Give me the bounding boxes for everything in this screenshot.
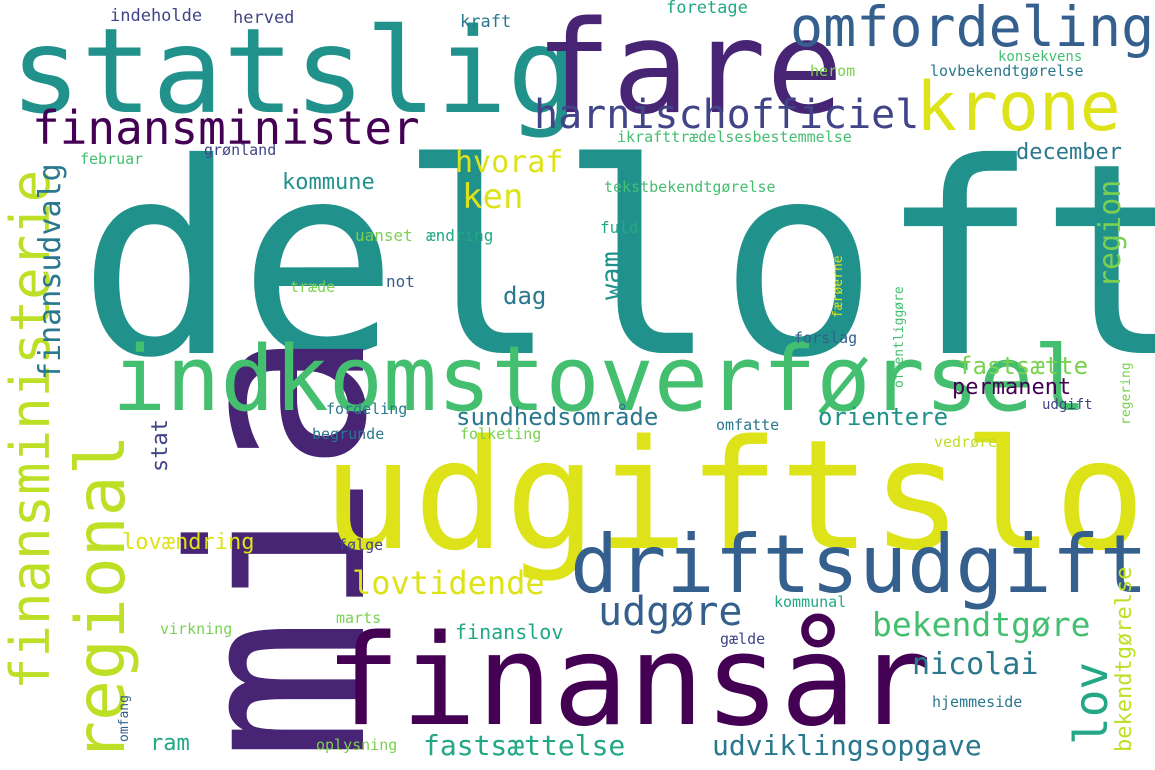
word-begrunde: begrunde	[312, 425, 385, 443]
word-bekendtgore: bekendtgøre	[872, 605, 1091, 644]
word-omfatte: omfatte	[716, 416, 780, 434]
word-fastsaette: fastsætte	[958, 352, 1089, 380]
word-indkomstoverforsel: indkomstoverførsel	[112, 327, 1088, 432]
word-gronland: grønland	[204, 141, 277, 159]
word-permanent: permanent	[952, 375, 1072, 400]
word-krone: krone	[916, 68, 1121, 147]
word-lovtidende: lovtidende	[352, 564, 545, 602]
word-region: region	[1093, 179, 1128, 288]
word-kommune: kommune	[282, 170, 375, 195]
word-herom: herom	[810, 62, 856, 80]
word-fastsaettelse: fastsættelse	[423, 729, 626, 762]
word-aendring: ændring	[426, 226, 494, 245]
word-kommunal: kommunal	[774, 593, 847, 611]
word-ikrafttraedelsesbestemmelse: ikrafttrædelsesbestemmelse	[617, 128, 852, 146]
word-konsekvens: konsekvens	[998, 49, 1083, 65]
word-kraft: kraft	[460, 12, 512, 32]
word-fare: fare	[535, 0, 844, 143]
word-ram: ram	[150, 731, 190, 756]
word-wam: wam	[596, 251, 627, 300]
word-udgift: udgift	[1042, 397, 1093, 413]
word-februar: februar	[80, 150, 144, 168]
word-sundhedsomrade: sundhedsområde	[456, 403, 659, 431]
word-regering: regering	[1119, 362, 1134, 425]
word-omfordeling: omfordeling	[790, 0, 1155, 59]
word-december: december	[1016, 140, 1122, 165]
word-not: not	[386, 272, 415, 291]
word-statslig: statslig	[10, 2, 579, 140]
word-bekendtgorelse: bekendtgørelse	[1112, 566, 1137, 752]
word-nicolai: nicolai	[912, 647, 1039, 682]
word-udviklingsopgave: udviklingsopgave	[712, 729, 982, 762]
word-uanset: uanset	[355, 226, 413, 245]
word-ken: ken	[462, 177, 524, 217]
word-finansar: finansår	[325, 607, 932, 754]
word-tekstbekendtgorelse: tekstbekendtgørelse	[604, 178, 776, 196]
word-lovbekendtgorelse: lovbekendtgørelse	[930, 62, 1084, 80]
word-forslag: forslag	[794, 329, 858, 347]
word-folketing: folketing	[460, 425, 542, 443]
word-folge: følge	[338, 536, 384, 554]
word-vedrore: vedrøre	[934, 433, 998, 451]
word-stat: stat	[148, 419, 173, 472]
word-harnischofficiel: harnischofficiel	[534, 92, 920, 138]
word-traede: træde	[290, 278, 336, 296]
word-lovaendring: lovændring	[122, 530, 255, 555]
word-udgore: udgøre	[598, 589, 743, 635]
word-driftsudgift: driftsudgift	[570, 518, 1148, 611]
word-delloft: delloft	[78, 106, 1155, 416]
word-hvoraf: hvoraf	[455, 145, 564, 180]
word-lov: lov	[1064, 661, 1118, 745]
word-gaelde: gælde	[720, 630, 766, 648]
word-faeroerne: færøerne	[831, 255, 846, 318]
word-finansudvalg: finansudvalg	[33, 163, 68, 380]
word-omfang: omfang	[117, 695, 132, 742]
word-oplysning: oplysning	[316, 736, 398, 754]
word-hjemmeside: hjemmeside	[932, 693, 1023, 711]
word-orientere: orientere	[818, 403, 949, 431]
word-fordeling: fordeling	[326, 400, 408, 418]
word-finanslov: finanslov	[455, 620, 564, 644]
word-offentliggore: offentliggøre	[892, 286, 907, 388]
word-indeholde: indeholde	[110, 6, 203, 26]
word-fuld: fuld	[600, 218, 639, 237]
word-finansminister: finansminister	[32, 101, 420, 155]
word-virkning: virkning	[160, 620, 233, 638]
word-udgiftsloft: udgiftsloft	[322, 407, 1155, 584]
word-dag: dag	[503, 282, 547, 310]
word-foretage: foretage	[666, 0, 748, 18]
word-herved: herved	[233, 8, 295, 28]
word-marts: marts	[336, 609, 382, 627]
